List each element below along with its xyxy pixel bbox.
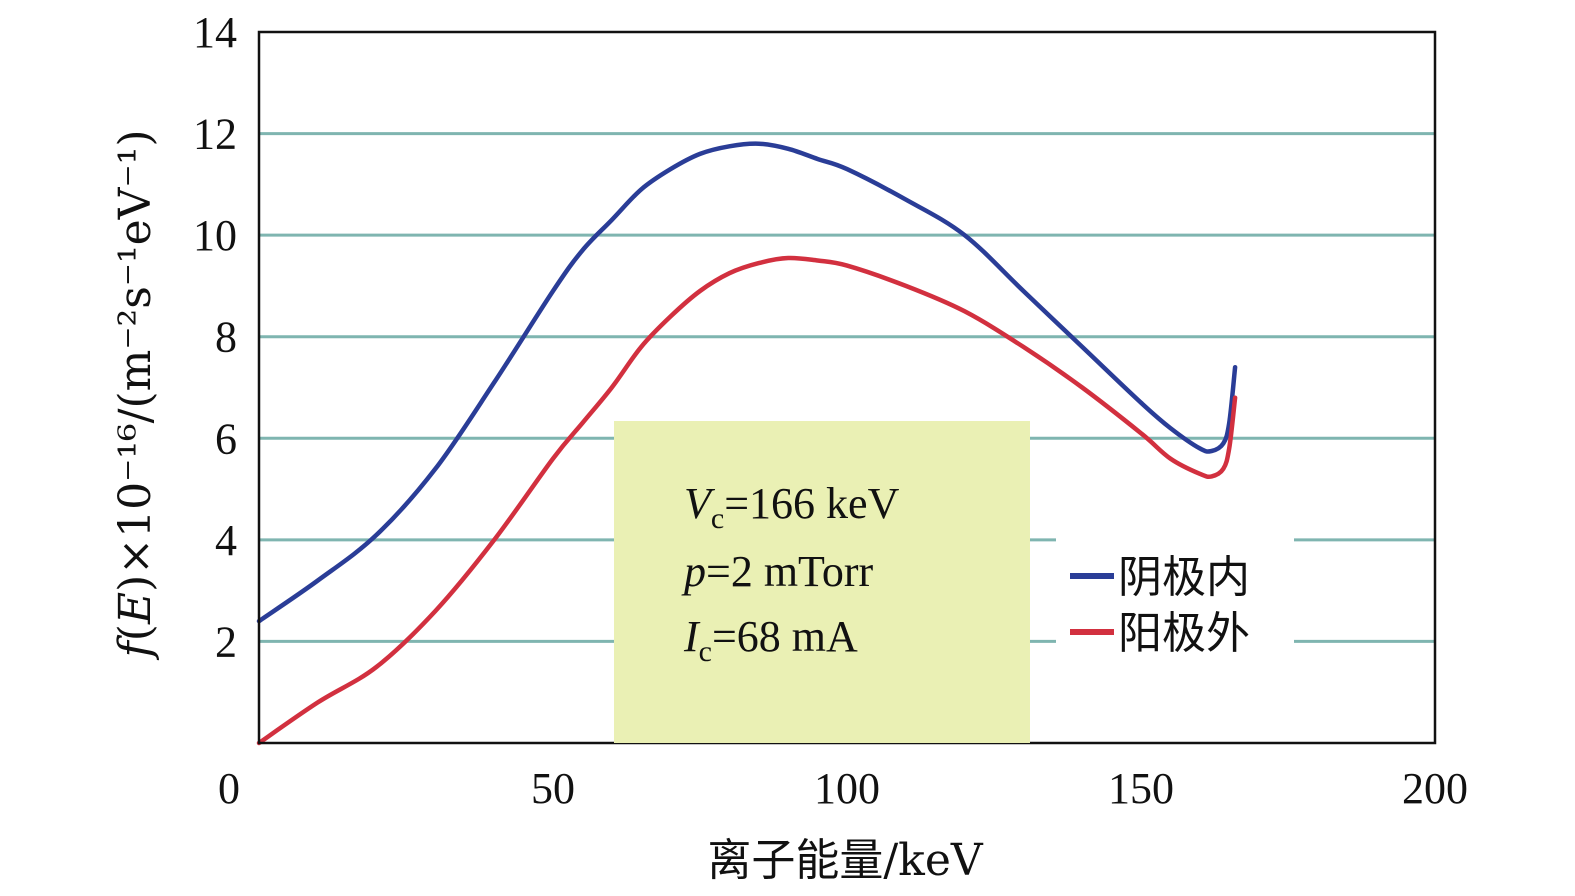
- annotation-value: =2 mTorr: [706, 547, 873, 596]
- annotation-box: Vc=166 keV p=2 mTorr Ic=68 mA: [614, 421, 1030, 743]
- x-tick-label: 50: [531, 764, 575, 813]
- y-tick-label: 2: [215, 617, 237, 666]
- y-axis-title-paren-close: ): [110, 575, 161, 592]
- y-axis-title-paren: (: [110, 624, 161, 641]
- legend-background: [1056, 535, 1294, 663]
- legend-label-cathode-inner: 阴极内: [1118, 552, 1250, 603]
- annotation-value: =68 mA: [712, 612, 858, 661]
- y-axis-title-e: E: [110, 592, 161, 625]
- series-line-cathode-inner: [256, 141, 1238, 624]
- annotation-line-voltage: Vc=166 keV: [684, 479, 900, 535]
- y-tick-label: 8: [215, 313, 237, 362]
- y-axis-title-rest: ×10⁻¹⁶/(m⁻²s⁻¹eV⁻¹): [110, 130, 161, 575]
- annotation-var: p: [681, 547, 706, 596]
- y-tick-label: 14: [193, 8, 237, 57]
- tick-labels: 2 4 6 8 10 12 14 0 50 100 150 200: [193, 8, 1468, 813]
- y-tick-label: 12: [193, 110, 237, 159]
- y-axis-title: f(E)×10⁻¹⁶/(m⁻²s⁻¹eV⁻¹): [110, 130, 161, 661]
- annotation-var: V: [684, 479, 716, 528]
- y-tick-label: 6: [215, 414, 237, 463]
- x-axis-title: 离子能量/keV: [707, 835, 984, 886]
- y-tick-label: 4: [215, 516, 237, 565]
- x-tick-label: 150: [1108, 764, 1174, 813]
- x-tick-label: 0: [218, 764, 240, 813]
- annotation-sub: c: [711, 502, 724, 535]
- annotation-line-pressure: p=2 mTorr: [681, 547, 873, 596]
- series-lines: [256, 141, 1238, 746]
- annotation-background: [614, 421, 1030, 743]
- annotation-sub: c: [699, 635, 712, 668]
- legend: 阴极内 阳极外: [1056, 535, 1294, 663]
- legend-label-anode-outer: 阳极外: [1118, 608, 1250, 659]
- x-tick-label: 100: [814, 764, 880, 813]
- annotation-var: I: [683, 612, 701, 661]
- annotation-value: =166 keV: [724, 479, 899, 528]
- series-line-anode-outer: [256, 255, 1238, 746]
- annotation-line-current: Ic=68 mA: [683, 612, 858, 668]
- y-tick-label: 10: [193, 211, 237, 260]
- x-tick-label: 200: [1402, 764, 1468, 813]
